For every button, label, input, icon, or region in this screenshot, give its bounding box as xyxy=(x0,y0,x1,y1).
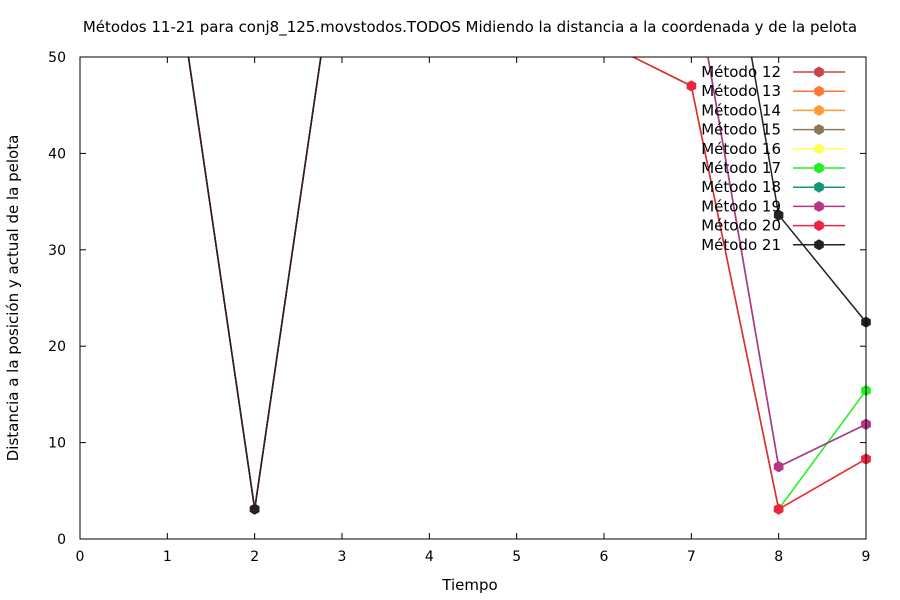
legend-label: Método 17 xyxy=(701,159,781,177)
legend-swatch-marker xyxy=(814,220,824,232)
legend-swatch-marker xyxy=(814,162,824,174)
y-tick-label: 0 xyxy=(57,532,66,548)
data-point xyxy=(773,503,784,515)
legend-label: Método 18 xyxy=(701,178,781,196)
x-tick-label: 1 xyxy=(163,549,172,565)
legend-label: Método 15 xyxy=(701,121,781,139)
x-tick-label: 9 xyxy=(862,549,871,565)
x-tick-label: 8 xyxy=(774,549,783,565)
legend-swatch-marker xyxy=(814,239,824,251)
legend-swatch-marker xyxy=(814,143,824,155)
x-tick-label: 0 xyxy=(76,549,85,565)
data-point xyxy=(773,461,784,473)
chart-title: Métodos 11-21 para conj8_125.movstodos.T… xyxy=(83,18,857,37)
x-tick-label: 7 xyxy=(687,549,696,565)
legend-label: Método 21 xyxy=(701,236,781,254)
x-tick-label: 6 xyxy=(600,549,609,565)
y-tick-label: 50 xyxy=(48,50,66,66)
x-tick-label: 4 xyxy=(425,549,434,565)
legend-swatch-marker xyxy=(814,124,824,136)
data-point xyxy=(249,503,260,515)
legend-label: Método 14 xyxy=(701,101,781,119)
legend-label: Método 13 xyxy=(701,82,781,100)
legend-swatch-marker xyxy=(814,85,824,97)
y-tick-label: 10 xyxy=(48,436,66,452)
x-axis-label: Tiempo xyxy=(441,576,497,594)
x-tick-label: 2 xyxy=(250,549,259,565)
legend-label: Método 20 xyxy=(701,217,781,235)
legend-swatch-marker xyxy=(814,200,824,212)
data-point xyxy=(686,80,697,92)
y-tick-label: 20 xyxy=(48,339,66,355)
y-tick-label: 40 xyxy=(48,146,66,162)
x-tick-label: 5 xyxy=(512,549,521,565)
plot-frame xyxy=(79,56,867,540)
series-line-10 xyxy=(187,57,866,510)
x-tick-label: 3 xyxy=(338,549,347,565)
legend-label: Método 16 xyxy=(701,140,781,158)
legend-label: Método 19 xyxy=(701,197,781,215)
series-lines xyxy=(187,57,866,511)
y-tick-label: 30 xyxy=(48,243,66,259)
legend-swatch-marker xyxy=(814,104,824,116)
legend-swatch-marker xyxy=(814,66,824,78)
y-axis-label: Distancia a la posición y actual de la p… xyxy=(4,135,22,462)
data-point xyxy=(773,209,784,221)
legend-label: Método 12 xyxy=(701,63,781,81)
legend-swatch-marker xyxy=(814,181,824,193)
